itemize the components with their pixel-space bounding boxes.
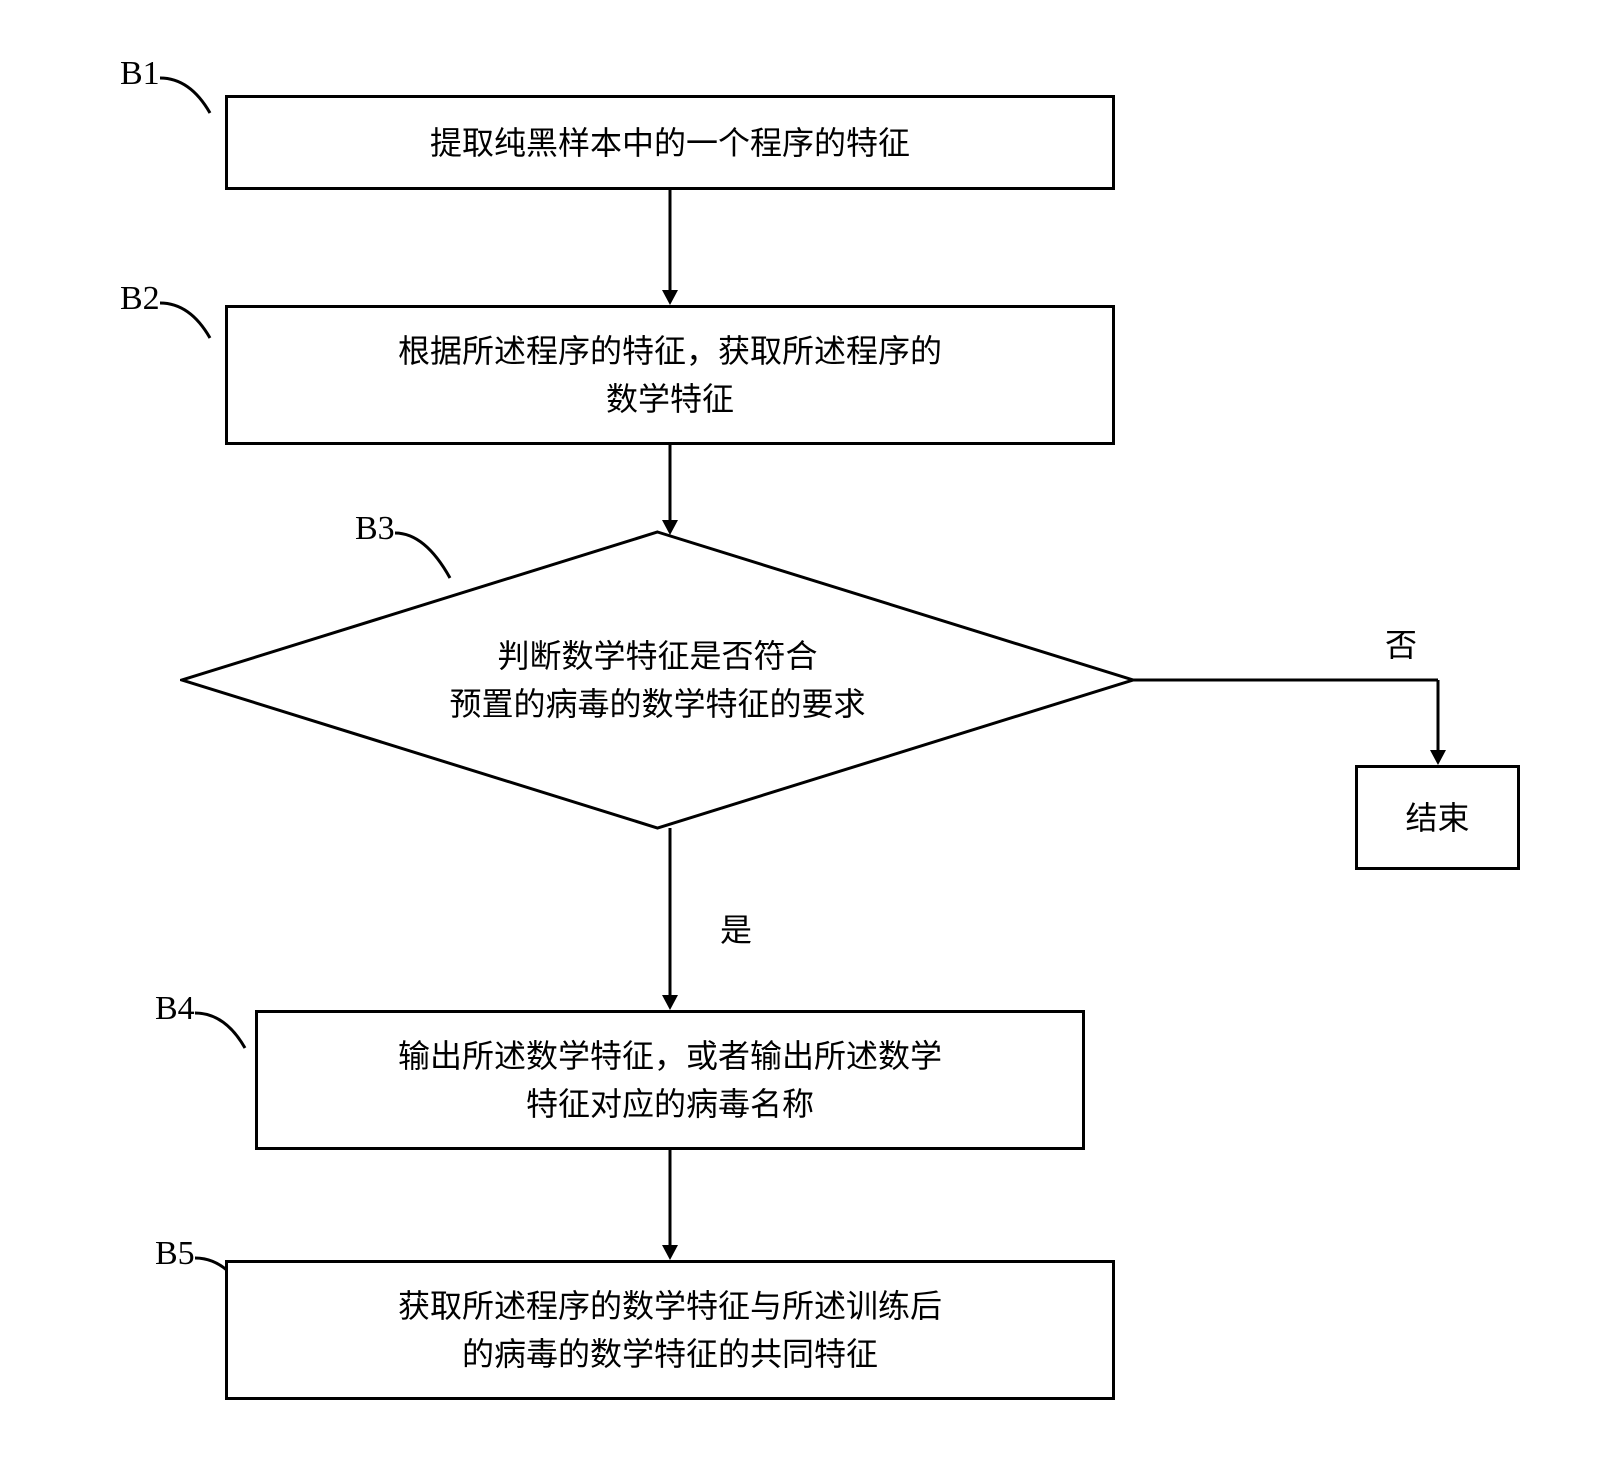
arrow-b3-end xyxy=(1133,665,1453,775)
node-b4: 输出所述数学特征，或者输出所述数学 特征对应的病毒名称 xyxy=(255,1010,1085,1150)
label-b2-text: B2 xyxy=(120,280,160,317)
label-b4: B4 xyxy=(155,990,195,1028)
edge-label-yes: 是 xyxy=(720,905,752,951)
edge-label-no: 否 xyxy=(1385,620,1417,666)
node-b1-text: 提取纯黑样本中的一个程序的特征 xyxy=(430,119,910,167)
flowchart-container: B1 B2 B3 B4 B5 提取纯黑样本中的一个程序的特征 xyxy=(0,0,1612,1476)
node-end: 结束 xyxy=(1355,765,1520,870)
node-b5: 获取所述程序的数学特征与所述训练后 的病毒的数学特征的共同特征 xyxy=(225,1260,1115,1400)
node-b3: 判断数学特征是否符合 预置的病毒的数学特征的要求 xyxy=(180,530,1135,830)
arrow-b3-b4 xyxy=(655,828,685,1018)
label-b5-text: B5 xyxy=(155,1235,195,1272)
label-b2: B2 xyxy=(120,280,160,318)
label-b1: B1 xyxy=(120,55,160,93)
label-b4-text: B4 xyxy=(155,990,195,1027)
node-b2-text: 根据所述程序的特征，获取所述程序的 数学特征 xyxy=(398,327,942,423)
node-b5-text: 获取所述程序的数学特征与所述训练后 的病毒的数学特征的共同特征 xyxy=(398,1282,942,1378)
arrow-b1-b2 xyxy=(655,190,685,310)
node-b2: 根据所述程序的特征，获取所述程序的 数学特征 xyxy=(225,305,1115,445)
node-end-text: 结束 xyxy=(1405,794,1469,842)
node-b3-text: 判断数学特征是否符合 预置的病毒的数学特征的要求 xyxy=(299,632,1015,728)
node-b4-text: 输出所述数学特征，或者输出所述数学 特征对应的病毒名称 xyxy=(398,1032,942,1128)
arrow-b2-b3 xyxy=(655,445,685,540)
node-b1: 提取纯黑样本中的一个程序的特征 xyxy=(225,95,1115,190)
label-b5: B5 xyxy=(155,1235,195,1273)
arrow-b4-b5 xyxy=(655,1150,685,1268)
label-b1-text: B1 xyxy=(120,55,160,92)
